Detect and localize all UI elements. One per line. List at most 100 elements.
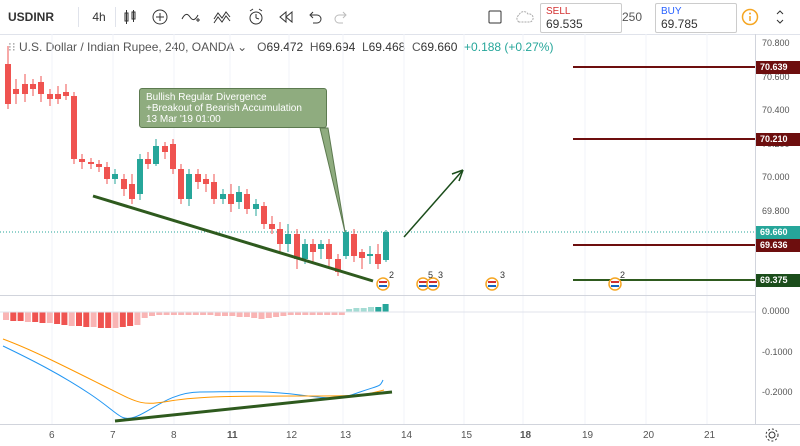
candle-body — [294, 234, 300, 259]
candle-body — [359, 252, 365, 258]
spread-value: 250 — [622, 10, 643, 24]
flag-stripe — [611, 285, 619, 287]
macd-bar — [76, 312, 82, 326]
macd-histogram — [0, 304, 755, 328]
toolbar-divider — [78, 7, 79, 27]
macd-bar — [295, 312, 301, 315]
candle-body — [244, 194, 250, 209]
candle-body — [38, 82, 44, 94]
collapse-dots-icon[interactable]: ⁝⁝ — [8, 40, 19, 54]
candle-body — [367, 254, 373, 256]
event-flag-icon — [485, 277, 499, 291]
macd-bar — [324, 312, 331, 315]
candle-body — [383, 232, 389, 260]
alert-icon[interactable] — [246, 6, 266, 28]
candle-body — [269, 224, 275, 229]
macd-bar — [360, 308, 367, 312]
candle-body — [220, 194, 226, 199]
horizontal-levels — [0, 66, 755, 281]
annotation-line-3: 13 Mar '19 01:00 — [146, 114, 221, 125]
redo-icon[interactable] — [332, 6, 350, 28]
flag-stripe — [429, 285, 437, 287]
macd-bar — [375, 307, 382, 312]
macd-bar — [39, 312, 46, 323]
candle-body — [145, 159, 151, 164]
pane-separator[interactable] — [0, 295, 755, 296]
symbol-title[interactable]: U.S. Dollar / Indian Rupee, 240, OANDA — [18, 40, 234, 54]
sell-button[interactable]: SELL 69.535 — [540, 3, 622, 33]
candle-body — [55, 94, 61, 99]
candle-body — [121, 179, 127, 189]
flag-stripe — [379, 285, 387, 287]
price-label-resistance: 70.210 — [756, 133, 800, 146]
settings-icon[interactable] — [765, 428, 779, 445]
chevron-down-icon[interactable]: ⌄ — [237, 40, 248, 54]
osc-tick: 0.0000 — [762, 306, 790, 316]
flag-stripe — [611, 281, 619, 283]
macd-bar — [331, 312, 338, 315]
macd-bar — [200, 312, 207, 315]
candle-body — [236, 192, 242, 202]
scroll-arrows-icon[interactable] — [770, 6, 790, 28]
candle-body — [129, 184, 135, 199]
macd-bar — [90, 312, 97, 327]
macd-bar — [309, 312, 316, 315]
undo-icon[interactable] — [306, 6, 324, 28]
macd-bar — [273, 312, 280, 317]
event-flag-count: 2 — [389, 270, 395, 280]
time-tick: 7 — [110, 430, 116, 441]
time-tick: 21 — [704, 430, 716, 441]
buy-price: 69.785 — [661, 16, 698, 31]
flag-stripe — [488, 285, 496, 287]
time-tick: 14 — [401, 430, 413, 441]
candle-body — [302, 244, 308, 259]
candle-body — [47, 94, 53, 99]
macd-bar — [185, 312, 192, 315]
symbol-search[interactable]: USDINR — [8, 10, 55, 24]
macd-bar — [368, 307, 374, 312]
candle-body — [153, 146, 159, 164]
candle-body — [228, 194, 234, 204]
price-label-resistance: 69.636 — [756, 239, 800, 252]
candles-icon[interactable] — [120, 6, 140, 28]
macd-bar — [251, 312, 258, 318]
macd-trendline — [114, 390, 393, 423]
macd-bar — [141, 312, 148, 318]
candle-body — [178, 169, 184, 199]
annotation-callout[interactable]: Bullish Regular Divergence +Breakout of … — [139, 88, 327, 128]
candle-body — [22, 84, 28, 94]
macd-bar — [207, 312, 214, 315]
candle-body — [104, 167, 110, 179]
high-label: H — [309, 40, 319, 54]
candle-body — [170, 144, 176, 169]
macd-bar — [346, 309, 353, 312]
cloud-icon[interactable] — [513, 6, 535, 28]
time-axis[interactable]: 6 7 8 11 12 13 14 15 18 19 20 21 — [0, 424, 800, 446]
price-label-last: 69.660 — [756, 226, 800, 239]
info-icon[interactable] — [740, 6, 760, 28]
chart-legend: ⁝⁝ U.S. Dollar / Indian Rupee, 240, OAND… — [8, 40, 553, 54]
price-tick: 69.800 — [762, 206, 790, 216]
price-tick: 70.800 — [762, 38, 790, 48]
compare-icon[interactable] — [180, 6, 202, 28]
price-tick: 70.000 — [762, 172, 790, 182]
change-value: +0.188 (+0.27%) — [464, 40, 554, 54]
close-value: 69.660 — [420, 40, 458, 54]
buy-button[interactable]: BUY 69.785 — [655, 3, 737, 33]
price-label-support: 69.375 — [756, 274, 800, 287]
replay-icon[interactable] — [276, 6, 296, 28]
time-tick: 18 — [520, 430, 532, 441]
macd-line — [2, 345, 384, 419]
time-tick: 15 — [461, 430, 473, 441]
price-axis[interactable]: 70.800 70.600 70.400 70.200 70.000 69.80… — [755, 34, 800, 424]
candle-body — [88, 162, 94, 164]
add-indicator-icon[interactable] — [150, 6, 170, 28]
interval-button[interactable]: 4h — [92, 10, 106, 24]
chart-canvas[interactable] — [0, 34, 755, 424]
candle-body — [137, 159, 143, 194]
candle-body — [277, 229, 283, 244]
top-toolbar: USDINR 4h SELL 69.535 250 BUY 69.785 — [0, 0, 800, 35]
indicators-icon[interactable] — [212, 6, 236, 28]
macd-bar — [83, 312, 90, 327]
layout-icon[interactable] — [485, 6, 505, 28]
